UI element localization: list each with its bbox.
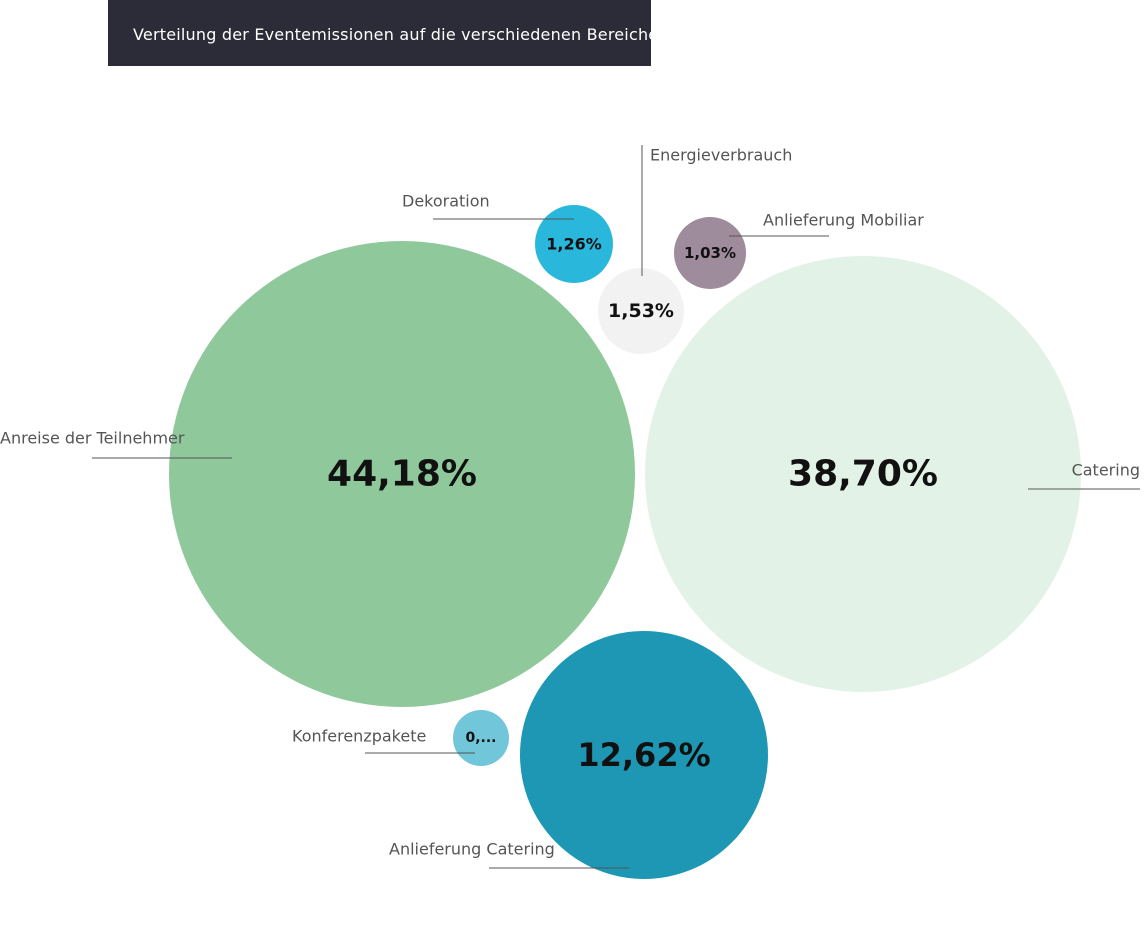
value-label-catering: 38,70% bbox=[788, 454, 938, 495]
bubble-dekoration bbox=[535, 205, 613, 283]
chart-title: Verteilung der Eventemissionen auf die v… bbox=[133, 25, 651, 44]
bubble-catering bbox=[645, 256, 1081, 692]
category-label-anlieferung-mobiliar: Anlieferung Mobiliar bbox=[763, 211, 924, 230]
category-label-energieverbrauch: Energieverbrauch bbox=[650, 146, 792, 165]
category-label-anreise-der-teilnehmer: Anreise der Teilnehmer bbox=[0, 429, 185, 448]
bubble-anlieferung-mobiliar bbox=[674, 217, 746, 289]
bubble-konferenzpakete bbox=[453, 710, 509, 766]
bubble-energieverbrauch bbox=[598, 268, 684, 354]
value-label-anlieferung-mobiliar: 1,03% bbox=[684, 244, 736, 262]
category-label-catering: Catering bbox=[1072, 461, 1140, 480]
value-label-anreise-der-teilnehmer: 44,18% bbox=[327, 454, 477, 495]
value-label-konferenzpakete: 0,... bbox=[465, 730, 496, 746]
bubble-anreise-der-teilnehmer bbox=[169, 241, 635, 707]
chart-title-bar: Verteilung der Eventemissionen auf die v… bbox=[108, 0, 651, 66]
category-label-dekoration: Dekoration bbox=[402, 192, 490, 211]
value-label-anlieferung-catering: 12,62% bbox=[577, 736, 710, 774]
value-label-dekoration: 1,26% bbox=[546, 235, 602, 254]
bubble-anlieferung-catering bbox=[520, 631, 768, 879]
category-label-konferenzpakete: Konferenzpakete bbox=[292, 727, 426, 746]
category-label-anlieferung-catering: Anlieferung Catering bbox=[389, 840, 555, 859]
value-label-energieverbrauch: 1,53% bbox=[608, 300, 674, 322]
